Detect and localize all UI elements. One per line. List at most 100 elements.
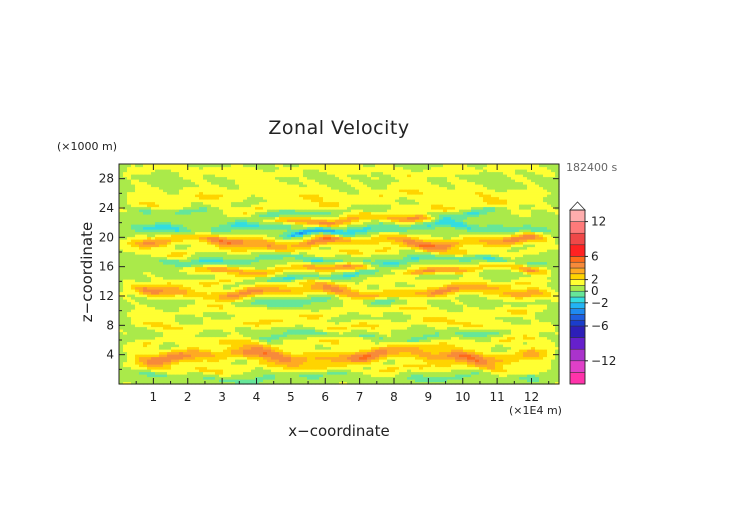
heatmap-cell bbox=[155, 336, 160, 340]
heatmap-cell bbox=[131, 354, 136, 358]
heatmap-cell bbox=[171, 289, 176, 293]
heatmap-cell bbox=[187, 359, 192, 363]
heatmap-cell bbox=[183, 336, 188, 340]
heatmap-cell bbox=[171, 276, 176, 280]
heatmap-cell bbox=[123, 294, 128, 298]
heatmap-cell bbox=[259, 354, 264, 358]
heatmap-cell bbox=[207, 314, 212, 318]
heatmap-cell bbox=[475, 289, 480, 293]
heatmap-cell bbox=[499, 291, 504, 295]
heatmap-cell bbox=[135, 354, 140, 358]
heatmap-cell bbox=[219, 359, 224, 363]
heatmap-cell bbox=[147, 294, 152, 298]
heatmap-cell bbox=[259, 349, 264, 353]
heatmap-cell bbox=[179, 311, 184, 315]
heatmap-cell bbox=[247, 356, 252, 360]
heatmap-cell bbox=[295, 376, 300, 380]
heatmap-cell bbox=[231, 376, 236, 380]
heatmap-cell bbox=[515, 304, 520, 308]
heatmap-cell bbox=[551, 306, 556, 310]
heatmap-cell bbox=[255, 324, 260, 328]
heatmap-cell bbox=[127, 346, 132, 350]
heatmap-cell bbox=[383, 321, 388, 325]
heatmap-cell bbox=[291, 286, 296, 290]
heatmap-cell bbox=[347, 371, 352, 375]
heatmap-cell bbox=[407, 354, 412, 358]
heatmap-cell bbox=[439, 294, 444, 298]
heatmap-cell bbox=[359, 309, 364, 313]
heatmap-cell bbox=[283, 291, 288, 295]
heatmap-cell bbox=[391, 319, 396, 323]
heatmap-cell bbox=[411, 331, 416, 335]
heatmap-cell bbox=[547, 361, 552, 365]
heatmap-cell bbox=[239, 309, 244, 313]
heatmap-cell bbox=[539, 274, 544, 278]
heatmap-cell bbox=[471, 274, 476, 278]
heatmap-cell bbox=[371, 369, 376, 373]
heatmap-cell bbox=[355, 286, 360, 290]
heatmap-cell bbox=[387, 276, 392, 280]
heatmap-cell bbox=[367, 304, 372, 308]
heatmap-cell bbox=[379, 276, 384, 280]
heatmap-cell bbox=[407, 284, 412, 288]
heatmap-cell bbox=[123, 329, 128, 333]
heatmap-cell bbox=[471, 371, 476, 375]
heatmap-cell bbox=[303, 334, 308, 338]
heatmap-cell bbox=[463, 309, 468, 313]
heatmap-cell bbox=[367, 301, 372, 305]
heatmap-cell bbox=[515, 344, 520, 348]
heatmap-cell bbox=[331, 306, 336, 310]
heatmap-cell bbox=[199, 294, 204, 298]
heatmap-cell bbox=[547, 346, 552, 350]
heatmap-cell bbox=[523, 321, 528, 325]
heatmap-cell bbox=[519, 299, 524, 303]
heatmap-cell bbox=[223, 326, 228, 330]
heatmap-cell bbox=[543, 276, 548, 280]
heatmap-cell bbox=[279, 284, 284, 288]
heatmap-cell bbox=[127, 324, 132, 328]
heatmap-cell bbox=[407, 331, 412, 335]
heatmap-cell bbox=[379, 346, 384, 350]
heatmap-cell bbox=[207, 284, 212, 288]
heatmap-cell bbox=[311, 354, 316, 358]
heatmap-cell bbox=[159, 329, 164, 333]
heatmap-cell bbox=[215, 301, 220, 305]
heatmap-cell bbox=[431, 326, 436, 330]
heatmap-cell bbox=[399, 346, 404, 350]
heatmap-cell bbox=[515, 339, 520, 343]
heatmap-cell bbox=[555, 346, 560, 350]
heatmap-cell bbox=[211, 381, 216, 385]
heatmap-cell bbox=[347, 289, 352, 293]
heatmap-cell bbox=[411, 309, 416, 313]
heatmap-cell bbox=[223, 349, 228, 353]
heatmap-cell bbox=[447, 301, 452, 305]
heatmap-cell bbox=[151, 374, 156, 378]
heatmap-cell bbox=[323, 374, 328, 378]
heatmap-cell bbox=[383, 329, 388, 333]
heatmap-cell bbox=[231, 296, 236, 300]
heatmap-cell bbox=[495, 311, 500, 315]
heatmap-cell bbox=[203, 314, 208, 318]
heatmap-cell bbox=[203, 351, 208, 355]
heatmap-cell bbox=[487, 371, 492, 375]
heatmap-cell bbox=[355, 304, 360, 308]
heatmap-cell bbox=[131, 344, 136, 348]
heatmap-cell bbox=[395, 344, 400, 348]
heatmap-cell bbox=[167, 334, 172, 338]
heatmap-cell bbox=[175, 271, 180, 275]
heatmap-cell bbox=[411, 321, 416, 325]
heatmap-cell bbox=[215, 286, 220, 290]
heatmap-cell bbox=[511, 309, 516, 313]
heatmap-cell bbox=[203, 354, 208, 358]
heatmap-cell bbox=[371, 336, 376, 340]
heatmap-cell bbox=[167, 356, 172, 360]
heatmap-cell bbox=[239, 294, 244, 298]
heatmap-cell bbox=[183, 299, 188, 303]
heatmap-cell bbox=[547, 291, 552, 295]
heatmap-cell bbox=[527, 381, 532, 385]
heatmap-cell bbox=[495, 331, 500, 335]
heatmap-cell bbox=[311, 341, 316, 345]
heatmap-cell bbox=[151, 301, 156, 305]
x-axis-unit: (×1E4 m) bbox=[509, 404, 562, 417]
heatmap-cell bbox=[163, 331, 168, 335]
